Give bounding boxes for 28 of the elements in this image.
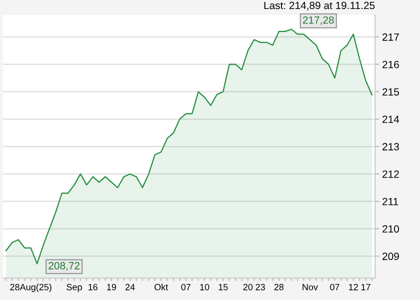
x-tick-label: 16: [88, 284, 98, 290]
y-tick-label: 214: [382, 116, 400, 123]
x-tick-label: Nov: [302, 284, 318, 290]
y-tick-label: 211: [382, 198, 398, 206]
y-tick-label: 217: [382, 33, 399, 41]
y-tick-label: 212: [382, 170, 399, 178]
y-tick-label: 216: [382, 60, 399, 68]
data-label: 217,28: [302, 16, 334, 25]
x-tick-label: 23: [256, 284, 265, 290]
x-tick-label: 12: [349, 284, 358, 290]
y-tick-label: 215: [382, 88, 399, 96]
x-tick-label: Sep: [66, 284, 82, 292]
x-tick-label: 17: [361, 284, 370, 290]
x-tick-label: 15: [218, 284, 228, 290]
y-tick-label: 213: [382, 143, 399, 150]
x-tick-label: 28Aug(25): [10, 284, 52, 292]
x-tick-label: 24: [126, 284, 135, 290]
x-tick-label: 19: [107, 284, 116, 290]
x-tick-label: Okt: [154, 284, 168, 290]
y-tick-label: 209: [382, 252, 399, 260]
x-tick-label: 07: [181, 284, 190, 290]
x-tick-label: 07: [330, 284, 340, 290]
data-label: 208,72: [48, 262, 80, 271]
x-tick-label: 20: [243, 284, 253, 290]
text: Last: 214,89 at 19.11.25: [264, 2, 375, 10]
y-tick-label: 210: [382, 225, 399, 233]
x-tick-label: 10: [200, 284, 210, 290]
x-tick-label: 28: [274, 284, 284, 290]
